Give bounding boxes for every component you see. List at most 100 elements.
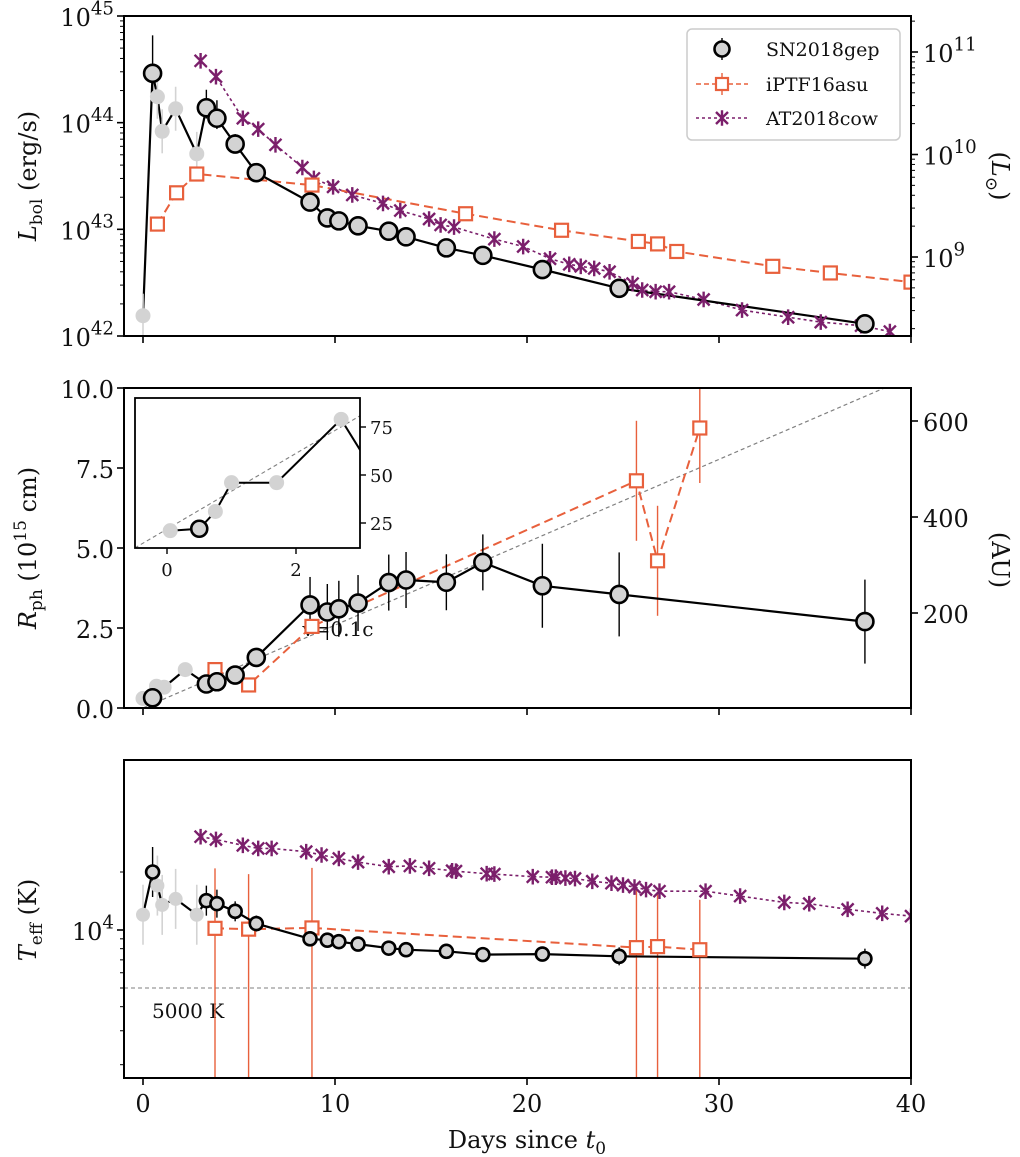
panel-luminosity: 1042 1043 1044 1045 109 1010 1011 Lbol (erg/s) (… (14, 0, 1014, 352)
at2018cow-marker (733, 888, 747, 904)
x-tick-label: 20 (512, 1090, 543, 1118)
sn2018gep-early-marker (189, 907, 204, 922)
x-marker-stroke (604, 875, 619, 891)
x-marker-stroke (235, 837, 250, 854)
y-tick-label: 1043 (60, 212, 114, 246)
x-tick-label: 40 (896, 1090, 927, 1118)
at2018cow-marker (449, 863, 463, 879)
at2018cow-marker (314, 847, 329, 863)
sn2018gep-early-marker (168, 891, 183, 906)
temperature-annotation: 5000 K (152, 999, 225, 1023)
x-marker-stroke (235, 110, 250, 127)
x-marker-stroke (345, 187, 360, 203)
at2018cow-marker (376, 195, 390, 212)
panel-radius: 0.0 2.5 5.0 7.5 10.0 200 400 600 Rph (1015 cm) (A… (11, 376, 1014, 724)
x-marker-stroke (209, 68, 223, 85)
sn2018gep-marker (348, 215, 368, 236)
x-marker-stroke (376, 195, 390, 212)
x-marker-stroke (326, 179, 340, 195)
plot-area: 5000 K (124, 828, 911, 1078)
at2018cow-marker (235, 110, 250, 127)
x-marker-stroke (648, 283, 663, 300)
y-right-tick-label: 400 (923, 505, 969, 533)
x-marker-stroke (487, 231, 502, 247)
x-marker-stroke (696, 291, 711, 308)
sn2018gep-marker (855, 611, 875, 632)
iptf16asu-marker (207, 920, 223, 936)
x-marker-stroke (883, 323, 897, 336)
at2018cow-marker (422, 211, 436, 227)
x-marker-stroke (449, 863, 463, 879)
x-marker-stroke (715, 110, 729, 126)
x-marker-stroke (299, 843, 314, 860)
y-right-tick-label: 109 (923, 239, 965, 273)
at2018cow-marker (235, 837, 250, 854)
x-marker-stroke (331, 850, 346, 867)
at2018cow-marker (840, 901, 855, 918)
iptf16asu-marker (765, 258, 781, 274)
sn2018gep-marker (396, 570, 416, 590)
iptf16asu-marker (630, 233, 646, 250)
sn2018gep-marker (207, 108, 227, 129)
inset-plot-area (135, 411, 360, 548)
at2018cow-marker (562, 256, 577, 273)
sn2018gep-marker (609, 584, 629, 605)
sn2018gep-early-marker (149, 89, 165, 105)
sn2018gep-marker (225, 665, 245, 685)
iptf16asu-marker (628, 940, 645, 956)
at2018cow-marker (422, 860, 436, 877)
sn2018gep-marker (248, 915, 265, 932)
x-axis-label: Days since t0 (448, 1126, 606, 1157)
sn2018gep-early-marker (189, 146, 205, 162)
sn2018gep-marker (302, 931, 318, 947)
at2018cow-marker (735, 302, 749, 318)
x-marker-stroke (875, 905, 890, 922)
x-marker-stroke (403, 858, 417, 874)
iptf16asu-marker (692, 942, 708, 958)
at2018cow-marker (331, 850, 346, 867)
iptf16asu-marker (189, 166, 205, 182)
x-marker-stroke (616, 877, 630, 893)
sn2018gep-early-marker (150, 878, 165, 893)
sn2018gep-marker (225, 134, 245, 154)
at2018cow-marker (781, 309, 795, 326)
at2018cow-marker (627, 879, 642, 895)
inset-early-marker (162, 523, 178, 539)
x-marker-stroke (781, 309, 795, 326)
axes-frame (123, 759, 912, 1079)
x-marker-stroke (251, 121, 266, 137)
sn2018gep-marker (207, 671, 227, 692)
at2018cow-marker (568, 870, 582, 887)
plot-area (135, 35, 911, 336)
sn2018gep-line (141, 868, 865, 960)
sn2018gep-marker (398, 941, 414, 958)
sn2018gep-marker (473, 552, 493, 573)
x-marker-stroke (422, 860, 436, 877)
legend-marker-sn2018gep (713, 40, 731, 58)
sn2018gep-marker (532, 575, 553, 596)
sn2018gep-early-marker (156, 679, 172, 695)
sn2018gep-marker (331, 933, 347, 950)
x-marker-stroke (193, 828, 208, 845)
x-marker-stroke (698, 883, 713, 899)
sn2018gep-early-marker (177, 662, 193, 678)
iptf16asu-marker (628, 473, 645, 489)
iptf16asu-marker (169, 185, 185, 201)
iptf16asu-marker (649, 939, 666, 955)
at2018cow-marker (648, 283, 663, 300)
at2018cow-marker (487, 866, 502, 882)
at2018cow-marker (635, 282, 650, 298)
at2018cow-marker (662, 283, 676, 300)
iptf16asu-marker (903, 274, 911, 290)
legend-marker-iptf16asu (714, 76, 730, 92)
sn2018gep-marker (142, 687, 163, 708)
at2018cow-marker (345, 187, 360, 203)
at2018cow-marker (433, 217, 448, 233)
x-marker-stroke (733, 888, 747, 904)
at2018cow-marker (393, 202, 408, 219)
inset-y-tick-label: 25 (370, 514, 393, 535)
at2018cow-marker (525, 868, 540, 885)
x-marker-stroke (568, 870, 582, 887)
iptf16asu-marker (649, 236, 666, 252)
at2018cow-marker (602, 263, 617, 280)
